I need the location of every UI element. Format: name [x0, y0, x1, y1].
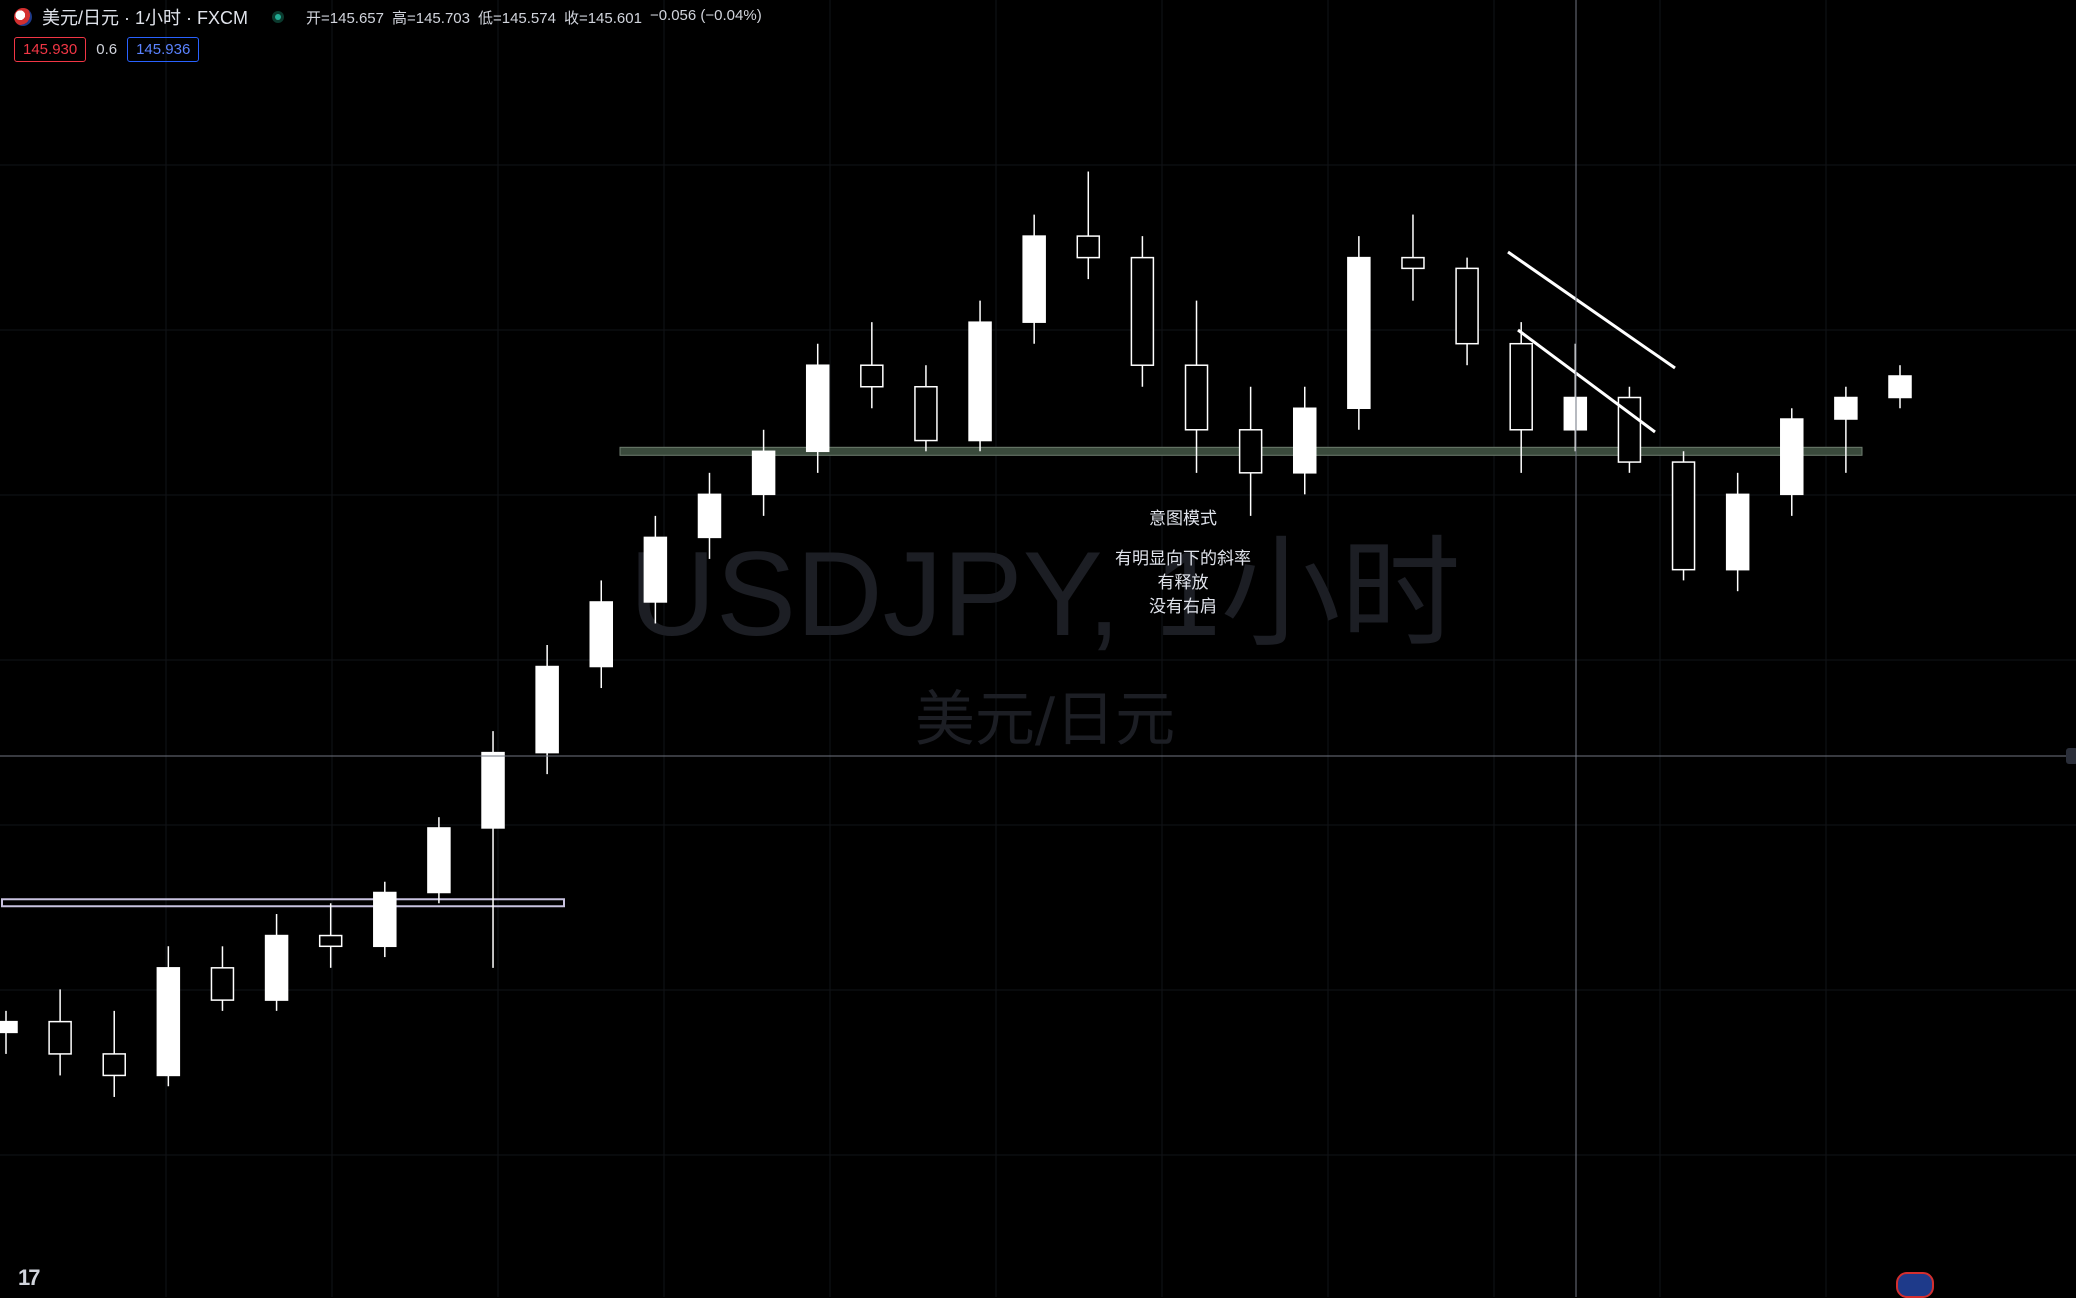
- candle-body: [643, 536, 668, 603]
- candle-body: [1834, 396, 1858, 420]
- buy-button[interactable]: 145.936: [127, 37, 200, 62]
- close-value: 收=145.601: [563, 9, 642, 27]
- candle-body: [1076, 235, 1101, 259]
- legend: 美元/日元 · 1小时 · FXCM 开=145.657 高=145.703 低…: [14, 6, 762, 28]
- candle-body: [318, 934, 343, 948]
- usd-jpy-flag-icon: [14, 8, 32, 26]
- watermark-name: 美元/日元: [915, 685, 1175, 755]
- annotation-line-3: 没有右肩: [1149, 597, 1217, 617]
- open-value: 开=145.657: [306, 9, 384, 27]
- watermark-symbol: USDJPY, 1小时: [629, 527, 1460, 661]
- candle-body: [968, 321, 992, 442]
- symbol-title[interactable]: 美元/日元 · 1小时 · FXCM: [42, 8, 248, 28]
- high-value: 高=145.703: [391, 9, 470, 27]
- change-value: −0.056 (−0.04%): [649, 6, 762, 24]
- market-status-icon: [272, 11, 284, 23]
- candle-body: [1780, 418, 1804, 496]
- candle-body: [697, 493, 722, 539]
- candle-body: [481, 751, 505, 829]
- annotation-title: 意图模式: [1149, 509, 1217, 529]
- candle-body: [48, 1020, 72, 1055]
- ohlc-values: 开=145.657 高=145.703 低=145.574 收=145.601 …: [306, 7, 762, 28]
- candle-body: [264, 934, 289, 1001]
- candle-body: [1671, 461, 1696, 571]
- candle-body: [535, 665, 559, 754]
- candle-body: [1238, 429, 1263, 474]
- candle-body: [1022, 235, 1046, 323]
- candle-body: [751, 450, 776, 496]
- candle-body: [1347, 256, 1371, 410]
- price-axis-handle[interactable]: [2066, 748, 2076, 764]
- trade-buttons: 145.930 0.6 145.936: [14, 37, 200, 62]
- candle-body: [1130, 256, 1155, 366]
- candle-body: [860, 364, 884, 388]
- candle-body: [0, 1020, 18, 1034]
- candle-body: [1563, 396, 1588, 431]
- annotation-line-1: 有明显向下的斜率: [1115, 549, 1251, 569]
- low-value: 低=145.574: [477, 9, 556, 27]
- candle-body: [1401, 256, 1425, 270]
- annotation-line-2: 有释放: [1158, 573, 1209, 593]
- candle-body: [1292, 407, 1317, 474]
- candle-body: [102, 1053, 126, 1077]
- candle-body: [589, 601, 614, 668]
- candle-body: [1617, 396, 1642, 463]
- channel-line-upper[interactable]: [1507, 250, 1676, 370]
- candle-body: [914, 385, 938, 442]
- sell-button[interactable]: 145.930: [14, 37, 87, 62]
- channel-line-lower[interactable]: [1517, 328, 1656, 434]
- candle-body: [1184, 364, 1209, 431]
- currency-flag-icon[interactable]: [1896, 1272, 1934, 1298]
- candle-body: [427, 827, 451, 894]
- support-zone-lower[interactable]: [1, 898, 565, 908]
- candle-body: [805, 364, 830, 453]
- candle-body: [1725, 493, 1750, 571]
- candle-body: [156, 967, 181, 1077]
- spread-value: 0.6: [96, 41, 118, 58]
- candle-body: [1455, 267, 1479, 345]
- candle-body: [210, 967, 235, 1001]
- candle-body: [1509, 342, 1533, 431]
- tradingview-logo-icon[interactable]: 17: [18, 1265, 41, 1290]
- candle-body: [373, 891, 397, 948]
- candle-body: [1888, 375, 1912, 399]
